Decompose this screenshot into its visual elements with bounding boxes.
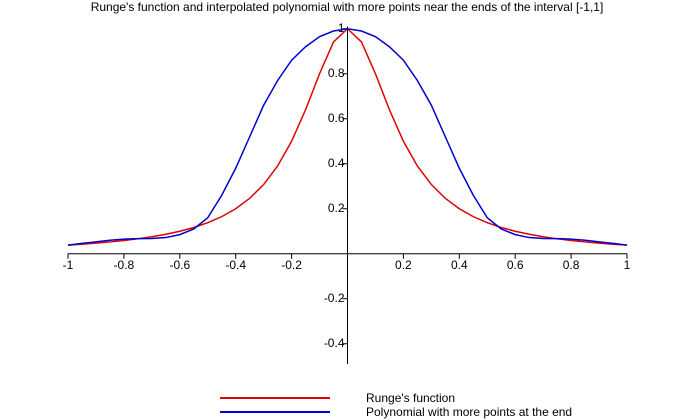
x-tick-label: -0.8	[114, 258, 135, 272]
y-tick-label: -0.2	[324, 291, 345, 305]
y-tick-label: -0.4	[324, 336, 345, 350]
x-tick-label: 1	[624, 258, 631, 272]
legend-label: Polynomial with more points at the end	[366, 405, 572, 419]
series-line	[67, 27, 628, 246]
y-tick-label: 0.6	[328, 111, 345, 125]
x-tick-label: 0.4	[451, 258, 468, 272]
y-tick-label: 0.4	[328, 156, 345, 170]
x-tick-label: 0.6	[507, 258, 524, 272]
y-tick-label: 0.2	[328, 201, 345, 215]
x-tick-label: -1	[63, 258, 74, 272]
y-tick-label: 0.8	[328, 66, 345, 80]
x-tick-label: -0.4	[225, 258, 246, 272]
x-tick-label: -0.2	[281, 258, 302, 272]
x-tick-label: -0.6	[169, 258, 190, 272]
x-tick-label: 0.2	[395, 258, 412, 272]
chart-title: Runge's function and interpolated polyno…	[91, 0, 604, 14]
x-tick-label: 0.8	[563, 258, 580, 272]
y-tick-label: 1	[338, 21, 345, 35]
legend-label: Runge's function	[366, 391, 455, 405]
